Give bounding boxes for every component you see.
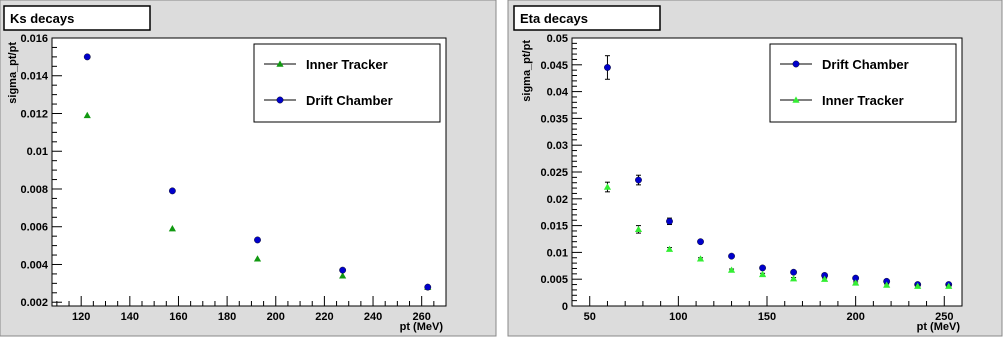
- drift-chamber-point: [254, 236, 261, 244]
- drift-chamber-point: [759, 264, 766, 272]
- data-points: [603, 55, 953, 289]
- x-axis-label: pt (MeV): [917, 321, 961, 333]
- inner-tracker-point: [821, 275, 829, 282]
- legend-label-drift-chamber: Drift Chamber: [822, 57, 909, 72]
- chart-legend: Inner Tracker Drift Chamber: [253, 43, 441, 123]
- legend-box: [769, 43, 957, 123]
- legend-marker-drift-chamber: [276, 96, 284, 104]
- y-tick-label: 0: [562, 301, 568, 313]
- drift-chamber-point: [83, 53, 91, 61]
- y-tick-label: 0.03: [547, 140, 568, 152]
- drift-chamber-point: [339, 266, 347, 274]
- x-tick-label: 240: [364, 311, 382, 323]
- y-tick-label: 0.002: [20, 297, 48, 309]
- y-tick-label: 0.016: [20, 33, 48, 45]
- y-tick-label: 0.05: [547, 33, 568, 45]
- y-tick-label: 0.025: [540, 167, 568, 179]
- ks-decays-canvas: 0.002 0.004 0.006 0.008 0.01 0.012 0.014 0.016 1…: [0, 0, 497, 337]
- y-tick-label: 0.012: [20, 108, 48, 120]
- legend-marker-drift-chamber: [792, 60, 800, 68]
- inner-tracker-point: [665, 245, 674, 252]
- x-tick-label: 50: [584, 311, 596, 323]
- x-axis-label: pt (MeV): [400, 321, 444, 333]
- y-axis-label: sigma_pt/pt: [521, 40, 533, 102]
- eta-decays-canvas: 0 0.005 0.01 0.015 0.02 0.025 0.03 0.035 0.04 0.0…: [507, 0, 1003, 337]
- axis-ticks: 0 0.005 0.01 0.015 0.02 0.025 0.03 0.035 0.04 0.0…: [540, 33, 953, 323]
- x-tick-label: 260: [412, 311, 430, 323]
- drift-chamber-point: [604, 64, 611, 71]
- x-tick-label: 200: [846, 311, 864, 323]
- chart-legend: Drift Chamber Inner Tracker: [769, 43, 957, 123]
- y-tick-label: 0.01: [27, 146, 48, 158]
- inner-tracker-point: [852, 279, 860, 286]
- inner-tracker-point: [945, 282, 953, 289]
- y-tick-label: 0.008: [20, 184, 48, 196]
- legend-label-inner-tracker: Inner Tracker: [306, 57, 388, 72]
- drift-chamber-point: [424, 283, 432, 291]
- drift-chamber-point: [697, 238, 704, 246]
- y-tick-label: 0.01: [547, 247, 568, 259]
- x-tick-label: 100: [669, 311, 687, 323]
- y-tick-label: 0.015: [540, 221, 568, 233]
- title-box: Ks decays: [3, 5, 151, 31]
- y-tick-label: 0.02: [547, 194, 568, 206]
- axis-ticks: 0.002 0.004 0.006 0.008 0.01 0.012 0.014 0.016 1…: [20, 33, 435, 323]
- y-tick-label: 0.014: [20, 71, 48, 83]
- inner-tracker-point: [883, 281, 891, 288]
- inner-tracker-point: [914, 282, 922, 289]
- y-tick-label: 0.04: [547, 87, 569, 99]
- inner-tracker-point: [603, 183, 612, 190]
- y-tick-label: 0.035: [540, 113, 568, 125]
- inner-tracker-point: [83, 111, 91, 119]
- drift-chamber-point: [728, 252, 735, 260]
- y-axis-label: sigma_pt/pt: [7, 42, 19, 104]
- inner-tracker-point: [789, 275, 798, 282]
- title-box: Eta decays: [513, 5, 661, 31]
- drift-chamber-point: [790, 268, 797, 276]
- inner-tracker-point: [168, 225, 176, 232]
- inner-tracker-point: [696, 255, 705, 262]
- x-tick-label: 220: [315, 311, 333, 323]
- inner-tracker-point: [253, 255, 262, 262]
- chart-title: Ks decays: [10, 11, 74, 26]
- y-tick-label: 0.004: [20, 259, 48, 271]
- x-tick-label: 160: [169, 311, 187, 323]
- inner-tracker-point: [634, 225, 643, 233]
- x-tick-label: 120: [72, 311, 90, 323]
- x-tick-label: 250: [935, 311, 953, 323]
- drift-chamber-point: [635, 176, 642, 184]
- data-points: [83, 53, 432, 291]
- drift-chamber-point: [168, 187, 176, 195]
- x-tick-label: 200: [267, 311, 285, 323]
- title-box-frame: [513, 5, 661, 31]
- legend-label-inner-tracker: Inner Tracker: [822, 93, 904, 108]
- y-tick-label: 0.045: [540, 60, 568, 72]
- drift-chamber-point: [666, 217, 673, 225]
- chart-title: Eta decays: [520, 11, 588, 26]
- x-tick-label: 140: [121, 311, 139, 323]
- y-tick-label: 0.006: [20, 222, 48, 234]
- inner-tracker-point: [727, 266, 736, 273]
- x-tick-label: 150: [758, 311, 776, 323]
- legend-marker-inner-tracker: [792, 96, 800, 103]
- legend-box: [253, 43, 441, 123]
- y-tick-label: 0.005: [540, 274, 568, 286]
- inner-tracker-point: [339, 272, 347, 279]
- legend-label-drift-chamber: Drift Chamber: [306, 93, 393, 108]
- title-box-frame: [3, 5, 151, 31]
- legend-marker-inner-tracker: [276, 60, 284, 67]
- inner-tracker-point: [758, 270, 767, 278]
- x-tick-label: 180: [218, 311, 236, 323]
